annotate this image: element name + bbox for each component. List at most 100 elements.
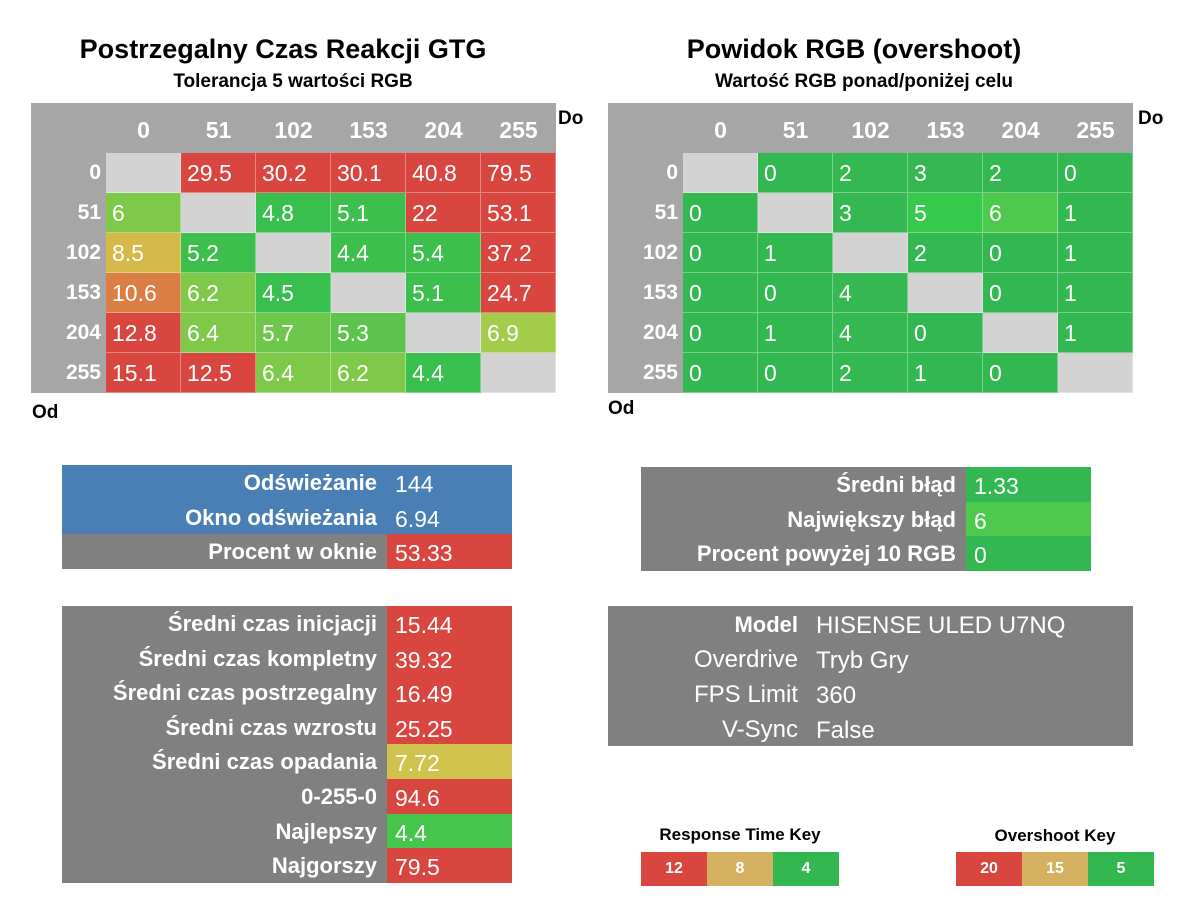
heatmap-cell: 0 bbox=[683, 353, 758, 393]
row-value: 39.32 bbox=[387, 640, 512, 676]
row-label: Najlepszy bbox=[62, 813, 387, 849]
times-table-row: Średni czas postrzegalny 16.49 bbox=[62, 675, 512, 710]
times-table-row: Średni czas kompletny 39.32 bbox=[62, 640, 512, 676]
heatmap-cell: 12.8 bbox=[106, 313, 181, 353]
heatmap-cell: 1 bbox=[1058, 233, 1133, 273]
heatmap-cell: 1 bbox=[908, 353, 983, 393]
row-label: Overdrive bbox=[693, 646, 798, 673]
error-table-row: Średni błąd 1.33 bbox=[641, 467, 1091, 502]
key-cell: 5 bbox=[1088, 852, 1154, 886]
diagonal-cell bbox=[833, 233, 908, 273]
row-header: 0 bbox=[666, 161, 678, 184]
heatmap-cell: 8.5 bbox=[106, 233, 181, 273]
gtg-heatmap: 0 51 102 153 204 255 0 29.5 30.2 30.1 40.8 79.5 51 6 4… bbox=[31, 103, 556, 393]
row-value: 144 bbox=[387, 465, 512, 500]
row-label: Okno odświeżania bbox=[62, 499, 387, 535]
heatmap-cell: 0 bbox=[683, 193, 758, 233]
diagonal-cell bbox=[256, 233, 331, 273]
row-label: Średni czas inicjacji bbox=[62, 606, 387, 641]
diagonal-cell bbox=[106, 153, 181, 193]
key-cell: 15 bbox=[1022, 852, 1088, 886]
model-table-row: Overdrive Tryb Gry bbox=[608, 641, 1133, 676]
row-header: 204 bbox=[65, 321, 101, 344]
model-table-row: V-Sync False bbox=[608, 711, 1133, 746]
heatmap-cell: 5.4 bbox=[406, 233, 481, 273]
heatmap-cell: 2 bbox=[833, 353, 908, 393]
heatmap-cell: 29.5 bbox=[181, 153, 256, 193]
heatmap-cell: 4 bbox=[833, 273, 908, 313]
heatmap-cell: 4.8 bbox=[256, 193, 331, 233]
times-table-row: Najlepszy 4.4 bbox=[62, 813, 512, 849]
heatmap-cell: 0 bbox=[683, 233, 758, 273]
diagonal-cell bbox=[683, 153, 758, 193]
row-value: 15.44 bbox=[387, 606, 512, 641]
row-label: Średni czas kompletny bbox=[62, 640, 387, 676]
heatmap-cell: 37.2 bbox=[481, 233, 556, 273]
heatmap-cell: 4.5 bbox=[256, 273, 331, 313]
row-value: Tryb Gry bbox=[816, 647, 909, 674]
response-key-title: Response Time Key bbox=[659, 825, 821, 844]
diagonal-cell bbox=[1058, 353, 1133, 393]
row-header: 255 bbox=[642, 361, 678, 384]
diagonal-cell bbox=[908, 273, 983, 313]
left-to-label: Do bbox=[558, 108, 584, 129]
row-label: FPS Limit bbox=[693, 681, 798, 708]
heatmap-cell: 4.4 bbox=[331, 233, 406, 273]
heatmap-cell: 0 bbox=[758, 273, 833, 313]
overshoot-key: 20 15 5 bbox=[956, 852, 1154, 886]
row-label: Średni czas opadania bbox=[62, 744, 387, 779]
row-label: Średni czas postrzegalny bbox=[62, 675, 387, 710]
heatmap-cell: 1 bbox=[1058, 193, 1133, 233]
right-chart-subtitle: Wartość RGB ponad/poniżej celu bbox=[714, 71, 1014, 92]
heatmap-cell: 0 bbox=[683, 273, 758, 313]
row-header: 102 bbox=[65, 241, 101, 264]
column-header: 255 bbox=[1076, 117, 1115, 143]
key-cell: 8 bbox=[707, 852, 773, 886]
column-header: 0 bbox=[137, 117, 150, 143]
right-to-label: Do bbox=[1138, 108, 1164, 129]
heatmap-cell: 6.4 bbox=[181, 313, 256, 353]
heatmap-cell: 5 bbox=[908, 193, 983, 233]
diagonal-cell bbox=[331, 273, 406, 313]
heatmap-cell: 3 bbox=[908, 153, 983, 193]
response-time-key: 12 8 4 bbox=[641, 852, 839, 886]
overshoot-key-title: Overshoot Key bbox=[994, 826, 1116, 845]
row-label: Procent w oknie bbox=[62, 534, 387, 569]
heatmap-cell: 5.1 bbox=[406, 273, 481, 313]
column-header: 51 bbox=[205, 117, 232, 143]
row-header: 102 bbox=[642, 241, 678, 264]
diagonal-cell bbox=[406, 313, 481, 353]
row-label: Model bbox=[734, 612, 798, 637]
heatmap-cell: 0 bbox=[983, 353, 1058, 393]
key-cell: 20 bbox=[956, 852, 1022, 886]
diagonal-cell bbox=[983, 313, 1058, 353]
heatmap-cell: 5.1 bbox=[331, 193, 406, 233]
heatmap-cell: 0 bbox=[983, 233, 1058, 273]
model-table-row: FPS Limit 360 bbox=[608, 676, 1133, 711]
heatmap-cell: 40.8 bbox=[406, 153, 481, 193]
times-table-row: 0-255-0 94.6 bbox=[62, 779, 512, 814]
heatmap-cell: 0 bbox=[908, 313, 983, 353]
column-header: 153 bbox=[349, 117, 388, 143]
heatmap-cell: 22 bbox=[406, 193, 481, 233]
times-table-row: Średni czas wzrostu 25.25 bbox=[62, 709, 512, 745]
refresh-table-row: Okno odświeżania 6.94 bbox=[62, 499, 512, 535]
heatmap-cell: 24.7 bbox=[481, 273, 556, 313]
row-value: 0 bbox=[966, 536, 1091, 571]
heatmap-cell: 1 bbox=[1058, 273, 1133, 313]
row-header: 51 bbox=[654, 201, 678, 224]
heatmap-cell: 6 bbox=[106, 193, 181, 233]
error-table-row: Procent powyżej 10 RGB 0 bbox=[641, 536, 1091, 571]
left-chart-subtitle: Tolerancja 5 wartości RGB bbox=[173, 71, 413, 92]
row-value: 6 bbox=[966, 501, 1091, 537]
heatmap-cell: 0 bbox=[758, 353, 833, 393]
row-header: 0 bbox=[89, 161, 101, 184]
heatmap-cell: 1 bbox=[758, 313, 833, 353]
model-info-table: Model HISENSE ULED U7NQ Overdrive Tryb Gry F… bbox=[608, 606, 1133, 746]
heatmap-cell: 30.2 bbox=[256, 153, 331, 193]
heatmap-cell: 2 bbox=[983, 153, 1058, 193]
row-label: V-Sync bbox=[721, 716, 798, 743]
column-header: 255 bbox=[499, 117, 538, 143]
heatmap-cell: 10.6 bbox=[106, 273, 181, 313]
times-table-row: Średni czas inicjacji 15.44 bbox=[62, 606, 512, 641]
